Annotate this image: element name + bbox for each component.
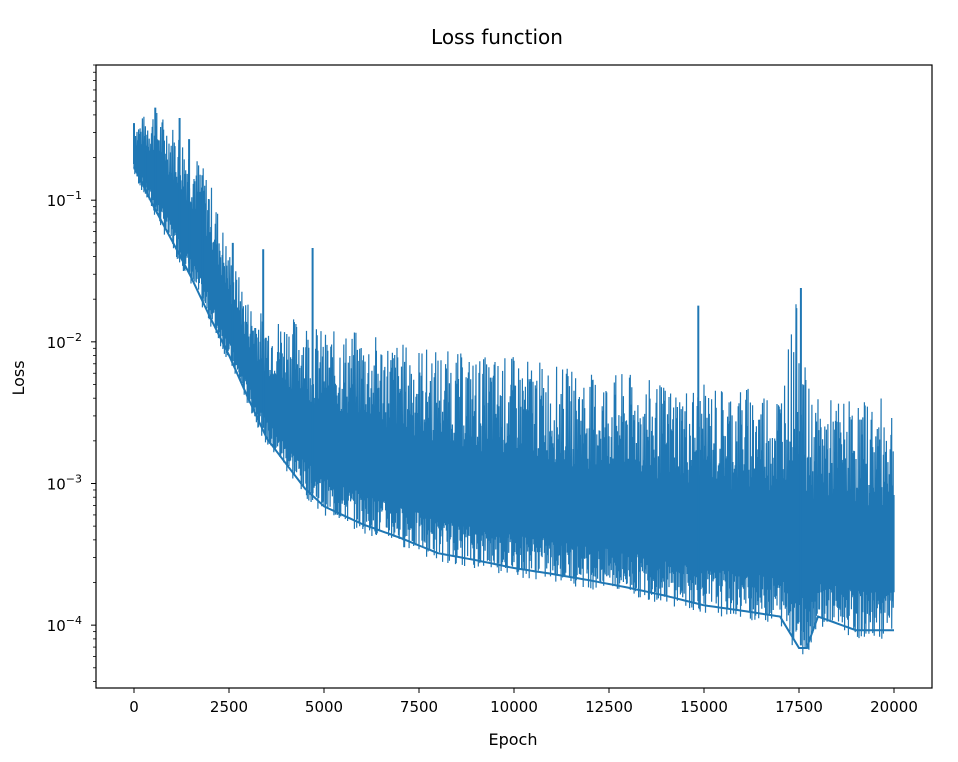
x-tick-label: 15000: [680, 698, 728, 716]
x-tick-label: 2500: [210, 698, 248, 716]
plot-frame: [95, 64, 933, 689]
y-tick-label: 10−3: [47, 472, 82, 493]
y-tick-label: 10−2: [47, 331, 82, 352]
x-tick-label: 20000: [870, 698, 918, 716]
plot-area: [133, 107, 895, 655]
loss-series-band: [133, 112, 895, 655]
x-tick-label: 7500: [400, 698, 438, 716]
x-tick-label: 10000: [490, 698, 538, 716]
x-axis-label: Epoch: [489, 730, 538, 749]
y-tick-label: 10−4: [47, 614, 82, 635]
loss-series-line: [133, 166, 894, 649]
x-tick-label: 17500: [775, 698, 823, 716]
x-axis-ticks: 0 2500 5000 7500 10000 12500 15000 17500 20000: [129, 688, 918, 716]
x-tick-label: 0: [129, 698, 139, 716]
y-tick-label: 10−1: [47, 189, 82, 210]
chart-title: Loss function: [431, 25, 563, 49]
x-tick-label: 12500: [585, 698, 633, 716]
y-axis-label: Loss: [9, 360, 28, 395]
x-tick-label: 5000: [305, 698, 343, 716]
y-axis-ticks: 10−1 10−2 10−3 10−4: [47, 64, 96, 682]
